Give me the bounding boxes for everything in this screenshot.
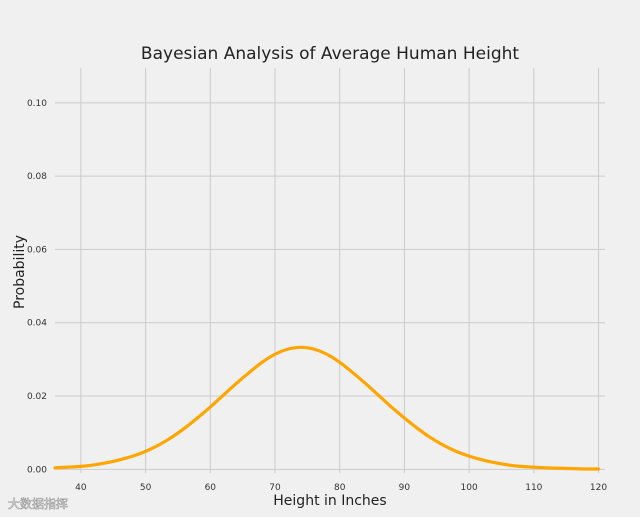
y-tick-labels: 0.00 0.02 0.04 0.06 0.08 0.10 <box>27 99 47 476</box>
x-tick-label: 40 <box>75 483 87 493</box>
x-tick-label: 80 <box>334 483 346 493</box>
y-tick-label: 0.06 <box>27 245 47 255</box>
y-tick-label: 0.00 <box>27 465 47 475</box>
y-gridlines <box>55 102 605 470</box>
series-line-posterior <box>53 345 601 471</box>
x-tick-label: 90 <box>399 483 411 493</box>
x-tick-label: 100 <box>461 483 478 493</box>
x-gridlines <box>80 68 600 473</box>
watermark-text: 大数据指挥 <box>8 496 68 511</box>
x-tick-label: 70 <box>269 483 281 493</box>
watermark: 大数据指挥 <box>8 496 69 512</box>
x-axis-label: Height in Inches <box>273 493 386 509</box>
x-tick-label: 60 <box>205 483 217 493</box>
series-layer <box>53 345 601 471</box>
y-tick-label: 0.04 <box>27 319 47 329</box>
x-tick-label: 110 <box>525 483 542 493</box>
x-tick-label: 50 <box>140 483 152 493</box>
y-axis-label: Probability <box>12 235 28 309</box>
chart-title: Bayesian Analysis of Average Human Heigh… <box>141 44 519 64</box>
x-tick-label: 120 <box>590 483 607 493</box>
y-tick-label: 0.08 <box>27 172 47 182</box>
y-tick-label: 0.10 <box>27 99 47 109</box>
y-tick-label: 0.02 <box>27 392 47 402</box>
x-tick-labels: 40 50 60 70 80 90 100 110 120 <box>75 483 607 493</box>
